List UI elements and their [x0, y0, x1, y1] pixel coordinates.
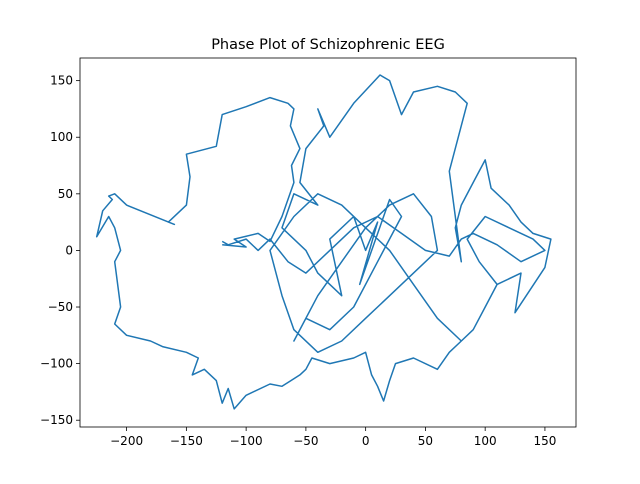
plot-frame	[79, 57, 577, 428]
y-tick-label: 50	[58, 187, 73, 201]
x-tick-label: 100	[474, 434, 497, 448]
x-tick-label: −100	[230, 434, 263, 448]
y-tick-label: 150	[50, 74, 73, 88]
x-tick-label: 50	[418, 434, 433, 448]
x-tick-label: 150	[533, 434, 556, 448]
y-tick-label: −100	[40, 357, 73, 371]
phase-line	[95, 74, 552, 410]
x-tick-label: −50	[293, 434, 318, 448]
x-tick-label: −150	[170, 434, 203, 448]
y-tick-label: −50	[48, 300, 73, 314]
x-tick-label: −200	[110, 434, 143, 448]
y-tick-label: −150	[40, 413, 73, 427]
chart-title: Phase Plot of Schizophrenic EEG	[211, 37, 445, 53]
y-tick-label: 0	[65, 243, 73, 257]
y-tick-label: 100	[50, 130, 73, 144]
x-tick-label: 0	[362, 434, 370, 448]
